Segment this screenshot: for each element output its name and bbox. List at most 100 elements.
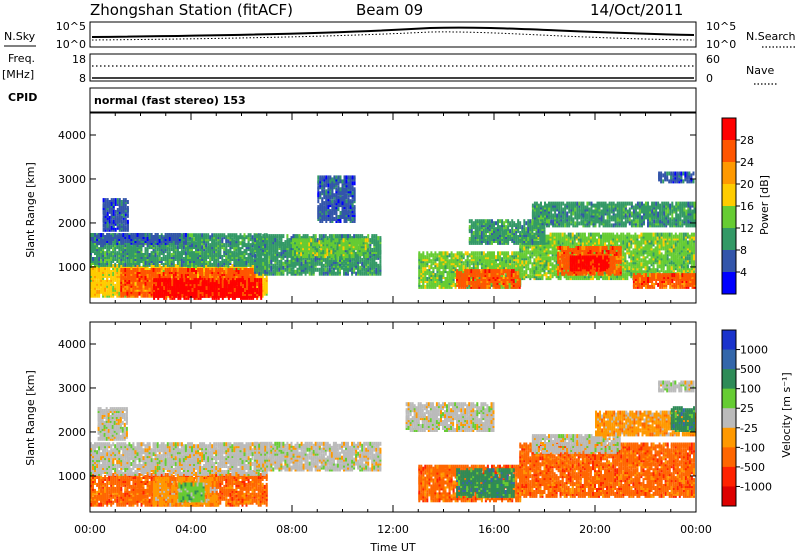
heatmap-cell — [150, 275, 153, 280]
heatmap-cell — [158, 235, 161, 239]
heatmap-cell — [371, 271, 374, 276]
heatmap-cell — [166, 239, 169, 243]
heatmap-cell — [150, 251, 153, 256]
heatmap-cell — [258, 234, 261, 239]
heatmap-cell — [227, 280, 230, 285]
heatmap-cell — [233, 270, 236, 274]
heatmap-cell — [154, 275, 157, 280]
heatmap-cell — [276, 265, 279, 270]
heatmap-cell — [116, 264, 119, 268]
heatmap-cell — [182, 262, 185, 267]
heatmap-cell — [231, 278, 234, 283]
heatmap-cell — [207, 261, 210, 265]
heatmap-cell — [148, 275, 151, 280]
heatmap-cell — [116, 208, 119, 212]
heatmap-cell — [215, 288, 218, 292]
heatmap-cell — [142, 233, 145, 237]
heatmap-cell — [122, 198, 125, 203]
heatmap-cell — [254, 278, 257, 283]
heatmap-cell — [213, 275, 216, 280]
heatmap-cell — [156, 233, 159, 237]
heatmap-cell — [261, 293, 264, 298]
heatmap-cell — [347, 234, 349, 239]
heatmap-cell — [108, 253, 111, 257]
heatmap-cell — [233, 239, 236, 244]
heatmap-cell — [350, 248, 353, 253]
heatmap-cell — [193, 288, 196, 292]
heatmap-cell — [180, 259, 183, 263]
heatmap-cell — [178, 251, 181, 256]
heatmap-cell — [163, 292, 166, 296]
heatmap-cell — [217, 262, 220, 267]
heatmap-cell — [209, 277, 212, 282]
heatmap-cell — [379, 263, 382, 268]
heatmap-cell — [256, 278, 259, 283]
heatmap-cell — [242, 278, 244, 283]
freq-right-tick-bottom: 0 — [706, 72, 713, 85]
heatmap-cell — [98, 240, 101, 245]
heatmap-cell — [203, 245, 206, 250]
heatmap-cell — [241, 255, 244, 259]
heatmap-cell — [213, 268, 216, 272]
heatmap-cell — [292, 269, 295, 274]
heatmap-cell — [114, 251, 117, 256]
heatmap-cell — [144, 275, 147, 280]
heatmap-cell — [102, 239, 105, 243]
heatmap-cell — [136, 268, 139, 272]
heatmap-cell — [219, 288, 222, 292]
heatmap-cell — [114, 239, 117, 243]
heatmap-cell — [136, 261, 139, 265]
heatmap-cell — [314, 261, 317, 266]
heatmap-cell — [225, 255, 228, 259]
heatmap-cell — [217, 284, 220, 288]
heatmap-cell — [174, 237, 177, 241]
heatmap-cell — [211, 292, 214, 296]
heatmap-cell — [369, 238, 372, 243]
heatmap-cell — [110, 251, 113, 256]
heatmap-cell — [165, 295, 168, 300]
heatmap-cell — [106, 249, 109, 254]
heatmap-cell — [120, 215, 123, 220]
heatmap-cell — [187, 241, 189, 246]
heatmap-cell — [181, 284, 184, 288]
heatmap-cell — [140, 293, 143, 298]
heatmap-cell — [94, 237, 96, 241]
heatmap-cell — [278, 263, 281, 268]
heatmap-cell — [288, 253, 291, 258]
heatmap-cell — [154, 272, 157, 276]
heatmap-cell — [225, 245, 228, 250]
heatmap-cell — [262, 261, 265, 266]
heatmap-cell — [213, 253, 216, 257]
heatmap-cell — [254, 234, 257, 239]
heatmap-cell — [217, 291, 220, 296]
heatmap-cell — [187, 245, 189, 250]
heatmap-cell — [247, 253, 250, 257]
heatmap-cell — [317, 175, 320, 180]
heatmap-cell — [104, 279, 107, 284]
heatmap-cell — [314, 250, 317, 255]
heatmap-cell — [258, 290, 261, 294]
heatmap-cell — [276, 234, 279, 239]
heatmap-cell — [276, 238, 279, 243]
heatmap-cell — [104, 262, 107, 267]
heatmap-cell — [164, 255, 167, 259]
heatmap-cell — [166, 268, 169, 272]
heatmap-cell — [178, 268, 181, 272]
heatmap-cell — [106, 273, 109, 278]
heatmap-cell — [163, 278, 166, 283]
heatmap-cell — [140, 268, 143, 272]
heatmap-cell — [265, 275, 268, 280]
heatmap-cell — [108, 215, 111, 220]
heatmap-cell — [292, 238, 294, 243]
heatmap-cell — [100, 259, 103, 263]
heatmap-cell — [361, 257, 364, 262]
heatmap-cell — [175, 278, 178, 283]
heatmap-cell — [205, 264, 208, 268]
heatmap-cell — [336, 250, 339, 255]
heatmap-cell — [207, 282, 210, 287]
heatmap-cell — [146, 281, 149, 286]
heatmap-cell — [179, 278, 182, 283]
heatmap-cell — [168, 255, 171, 259]
heatmap-cell — [128, 287, 131, 292]
heatmap-cell — [229, 268, 232, 272]
